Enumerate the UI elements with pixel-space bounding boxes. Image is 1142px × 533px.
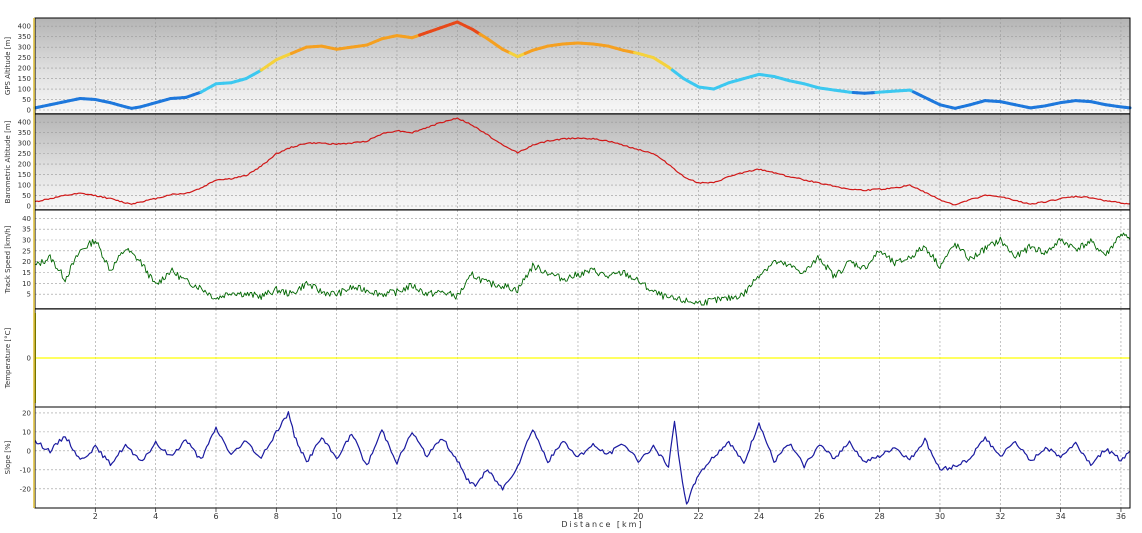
x-tick-label: 36 — [1116, 512, 1126, 521]
x-tick-label: 26 — [814, 512, 824, 521]
x-tick-label: 32 — [995, 512, 1005, 521]
y-tick-label: 300 — [18, 140, 31, 148]
y-tick-label: 150 — [18, 171, 31, 179]
y-tick-label: 30 — [22, 237, 31, 245]
y-tick-label: 400 — [18, 23, 31, 31]
y-tick-label: 10 — [22, 280, 31, 288]
y-tick-label: 250 — [18, 150, 31, 158]
y-tick-label: 20 — [22, 409, 31, 417]
x-tick-label: 12 — [392, 512, 402, 521]
panel-1: 0 50 100 150 200 250 300 350 400 Barometric Altit… — [4, 114, 1130, 211]
y-axis-label: Slope [%] — [4, 440, 12, 474]
y-tick-label: 0 — [27, 203, 31, 211]
x-tick-label: 30 — [935, 512, 945, 521]
y-axis-label: Temperature [°C] — [4, 328, 12, 390]
y-tick-label: 0 — [27, 107, 31, 115]
y-tick-label: 350 — [18, 33, 31, 41]
left-axis-accent — [33, 18, 35, 508]
y-tick-label: 50 — [22, 192, 31, 200]
y-tick-label: 15 — [22, 269, 31, 277]
y-axis-label: Track Speed [km/h] — [4, 225, 12, 294]
y-tick-label: 20 — [22, 258, 31, 266]
y-tick-label: -10 — [20, 466, 31, 474]
y-tick-label: 100 — [18, 182, 31, 190]
y-tick-label: 5 — [27, 291, 31, 299]
x-tick-label: 24 — [754, 512, 764, 521]
panel-4: -20 -10 0 10 20 Slope [%] — [4, 407, 1130, 508]
y-tick-label: 10 — [22, 428, 31, 436]
y-tick-label: 35 — [22, 226, 31, 234]
y-tick-label: 100 — [18, 86, 31, 94]
y-tick-label: 200 — [18, 161, 31, 169]
y-tick-label: 250 — [18, 54, 31, 62]
y-tick-label: -20 — [20, 485, 31, 493]
x-tick-label: 6 — [213, 512, 218, 521]
x-tick-label: 16 — [513, 512, 523, 521]
panel-0: 0 50 100 150 200 250 300 350 400 GPS Altitude [m] — [4, 18, 1130, 115]
gps-altitude-segment — [1125, 107, 1130, 108]
panel-2: 5 10 15 20 25 30 35 40 Track Speed [km/h] — [4, 210, 1130, 309]
y-tick-label: 200 — [18, 65, 31, 73]
y-tick-label: 150 — [18, 75, 31, 83]
y-tick-label: 40 — [22, 215, 31, 223]
x-tick-label: 28 — [875, 512, 885, 521]
y-axis-label: GPS Altitude [m] — [4, 37, 12, 95]
y-tick-label: 0 — [27, 447, 31, 455]
y-tick-label: 300 — [18, 44, 31, 52]
x-tick-label: 4 — [153, 512, 158, 521]
x-tick-label: 22 — [694, 512, 704, 521]
y-tick-label: 0 — [27, 355, 31, 363]
y-tick-label: 400 — [18, 119, 31, 127]
x-tick-label: 8 — [274, 512, 279, 521]
x-tick-label: 10 — [332, 512, 342, 521]
x-tick-label: 14 — [452, 512, 462, 521]
x-axis-label: Distance [km] — [561, 520, 643, 529]
panel-3: 0 Temperature [°C] — [4, 309, 1130, 407]
y-tick-label: 350 — [18, 129, 31, 137]
y-tick-label: 50 — [22, 96, 31, 104]
x-tick-label: 2 — [93, 512, 98, 521]
y-tick-label: 25 — [22, 247, 31, 255]
y-axis-label: Barometric Altitude [m] — [4, 120, 12, 203]
x-tick-label: 34 — [1056, 512, 1066, 521]
